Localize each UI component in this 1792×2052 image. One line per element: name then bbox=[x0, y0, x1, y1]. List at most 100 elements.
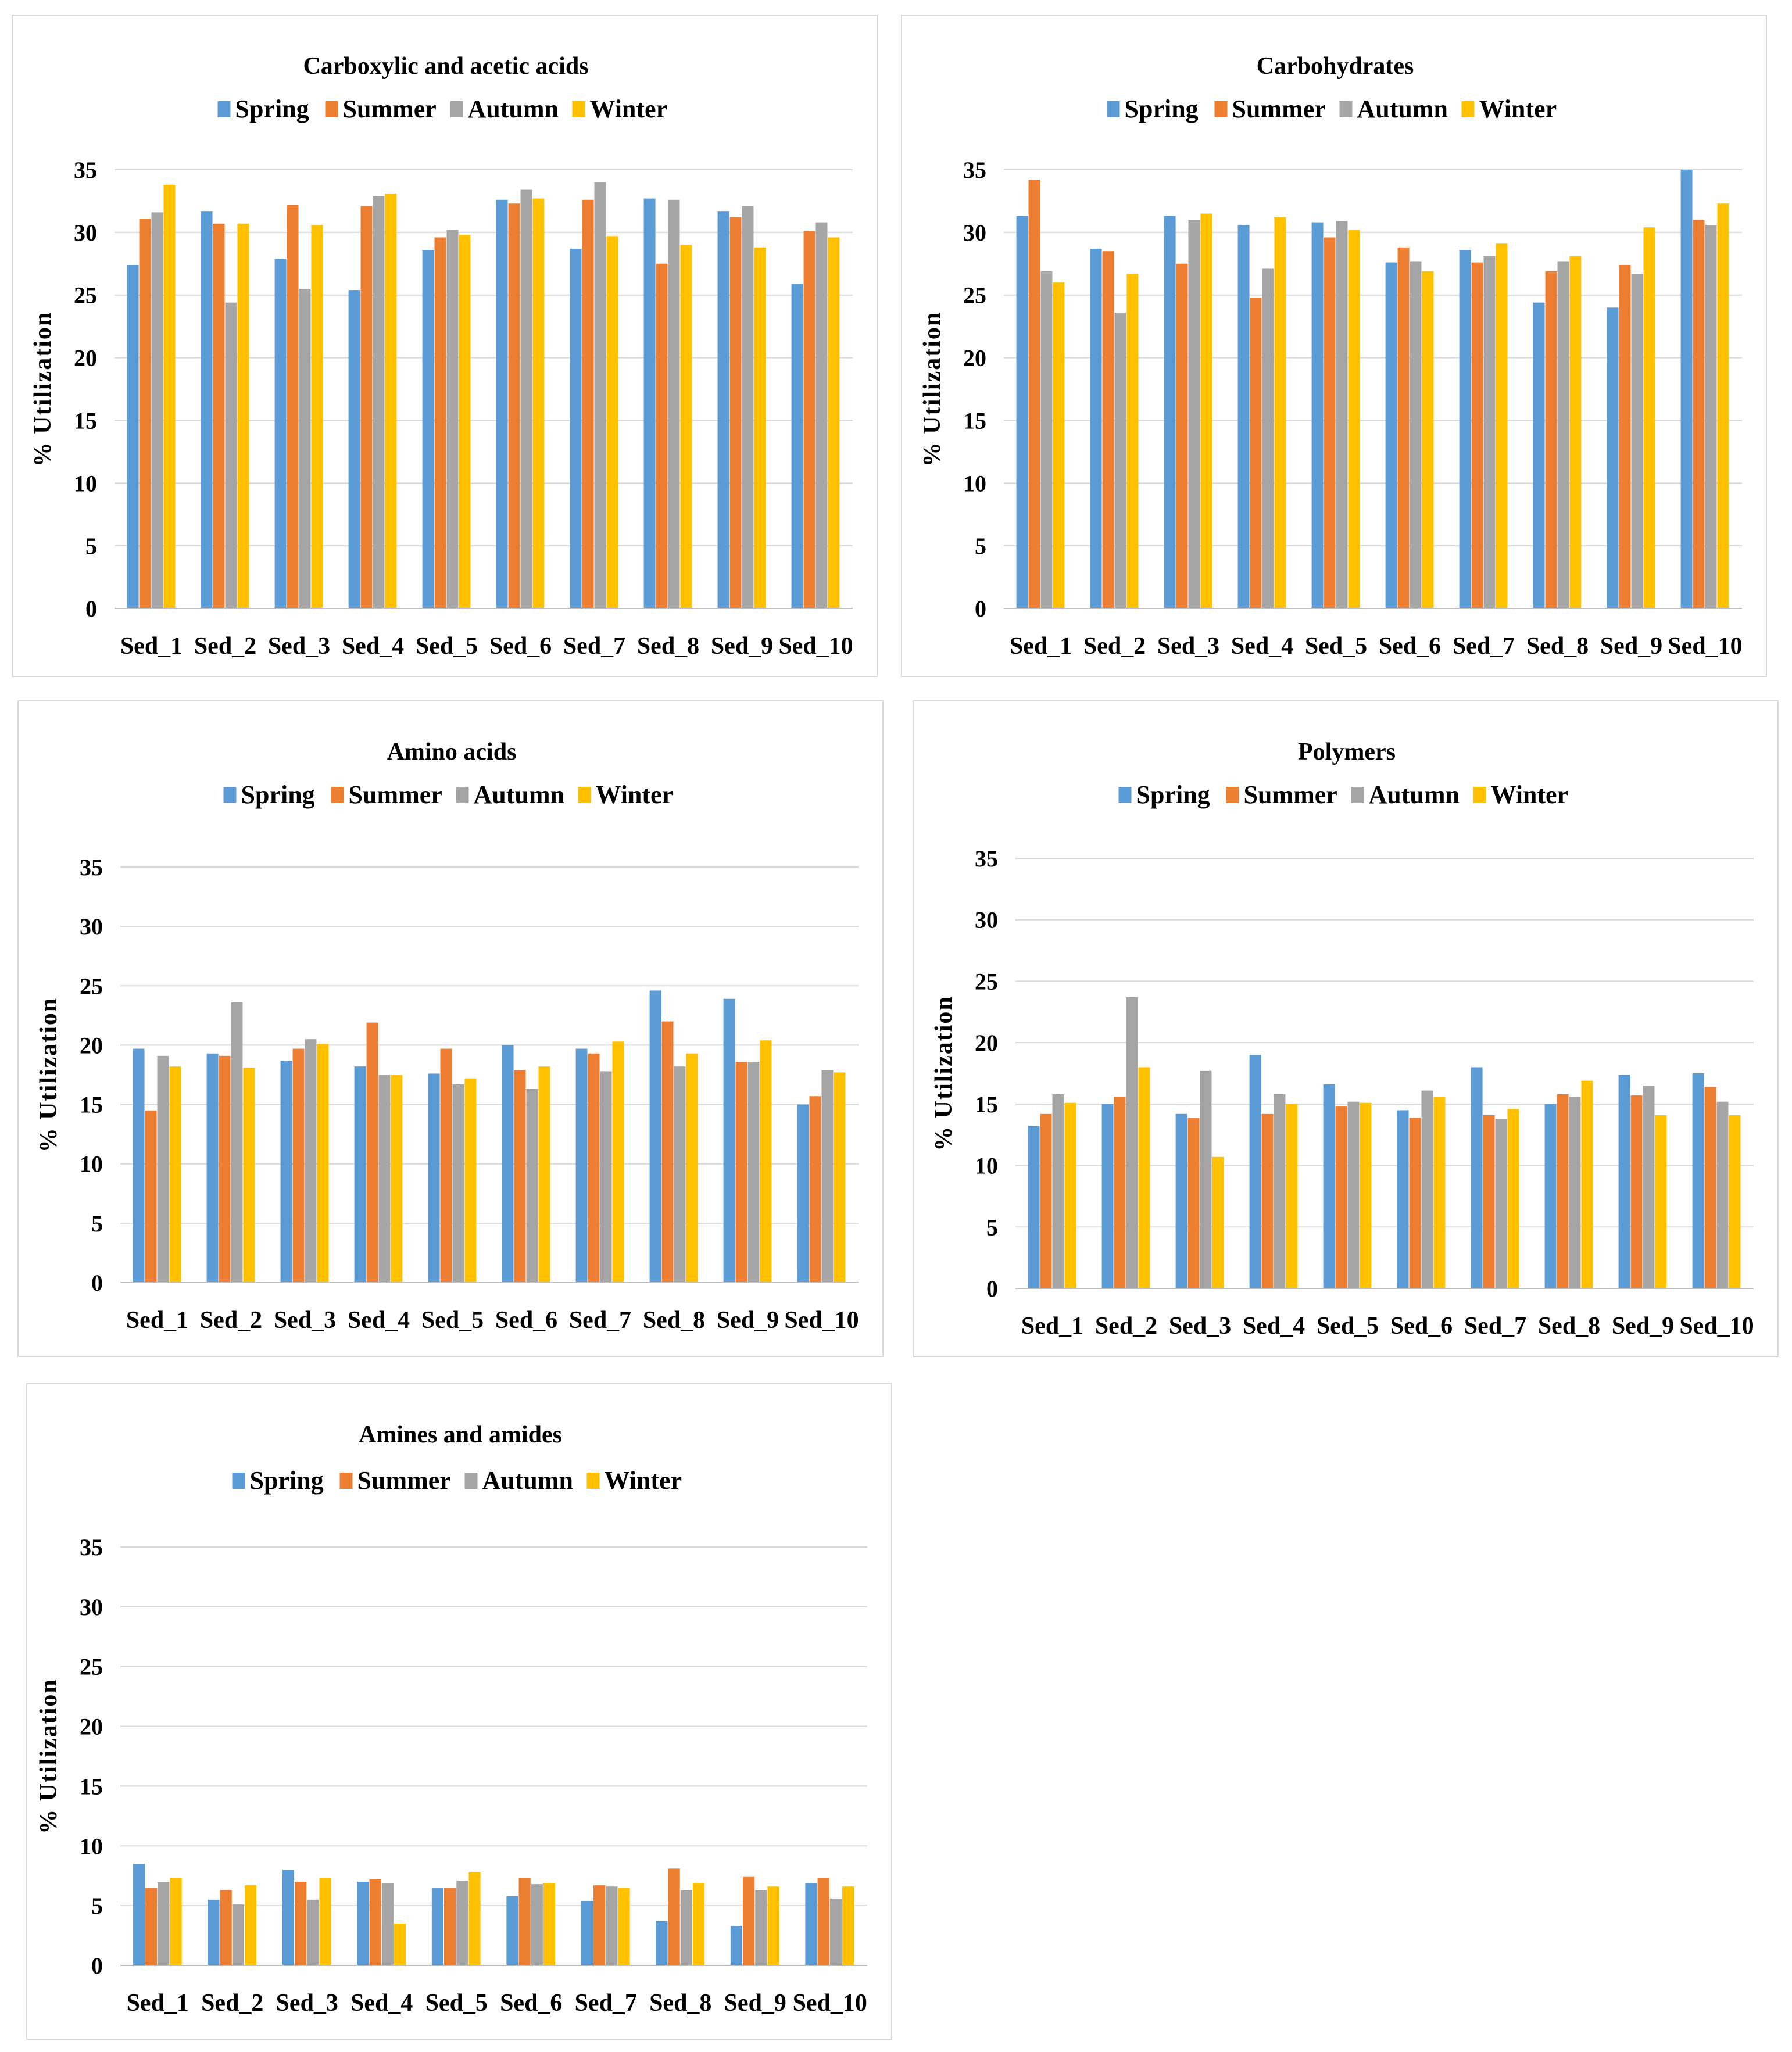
y-tick-label: 0 bbox=[91, 1953, 103, 1979]
bar-sed-6-summer bbox=[514, 1070, 526, 1283]
x-tick-label: Sed_3 bbox=[274, 1307, 336, 1334]
legend-item-summer: Summer bbox=[1226, 780, 1337, 809]
x-tick-label: Sed_7 bbox=[1453, 633, 1515, 660]
bar-sed-10-summer bbox=[809, 1096, 821, 1283]
legend-swatch-autumn bbox=[1339, 101, 1353, 117]
bar-sed-5-summer bbox=[434, 237, 446, 608]
y-tick-label: 35 bbox=[80, 854, 103, 880]
x-tick-label: Sed_8 bbox=[1526, 633, 1589, 660]
bar-sed-2-summer bbox=[220, 1890, 232, 1965]
legend-item-spring: Spring bbox=[223, 780, 315, 809]
bar-sed-3-autumn bbox=[299, 288, 311, 608]
bar-sed-8-autumn bbox=[680, 1890, 692, 1965]
x-tick-label: Sed_9 bbox=[1600, 633, 1662, 660]
bar-sed-7-spring bbox=[1471, 1067, 1483, 1288]
chart-title: Carboxylic and acetic acids bbox=[303, 53, 588, 80]
bar-sed-8-winter bbox=[1569, 256, 1582, 608]
bar-sed-8-autumn bbox=[1557, 261, 1569, 608]
chart-title: Amines and amides bbox=[359, 1421, 562, 1448]
bar-sed-7-summer bbox=[582, 199, 594, 608]
legend-label-summer: Summer bbox=[343, 95, 437, 123]
x-tick-label: Sed_6 bbox=[1379, 633, 1441, 660]
x-tick-label: Sed_10 bbox=[793, 1990, 867, 2017]
legend-label-spring: Spring bbox=[241, 780, 315, 809]
bar-sed-1-spring bbox=[133, 1864, 145, 1965]
x-tick-label: Sed_2 bbox=[194, 633, 256, 660]
legend-swatch-autumn bbox=[464, 1473, 478, 1489]
x-tick-label: Sed_4 bbox=[350, 1990, 413, 2017]
bar-sed-1-spring bbox=[133, 1048, 145, 1283]
x-tick-label: Sed_7 bbox=[575, 1990, 637, 2017]
bar-sed-3-autumn bbox=[1188, 220, 1200, 608]
bar-sed-6-autumn bbox=[526, 1089, 538, 1283]
bar-sed-7-summer bbox=[1483, 1115, 1495, 1288]
legend-item-spring: Spring bbox=[1107, 95, 1199, 123]
bar-sed-10-spring bbox=[1680, 170, 1693, 608]
bar-sed-7-winter bbox=[618, 1888, 630, 1965]
x-tick-label: Sed_4 bbox=[348, 1307, 410, 1334]
bar-sed-6-summer bbox=[1397, 247, 1410, 608]
legend-item-summer: Summer bbox=[339, 1466, 451, 1495]
bar-sed-7-autumn bbox=[1483, 256, 1496, 608]
x-tick-label: Sed_1 bbox=[126, 1307, 188, 1334]
bar-sed-2-spring bbox=[206, 1053, 219, 1283]
bar-sed-1-summer bbox=[145, 1110, 157, 1283]
bar-sed-5-winter bbox=[1360, 1102, 1372, 1288]
x-tick-label: Sed_3 bbox=[268, 633, 330, 660]
bar-sed-10-summer bbox=[817, 1878, 829, 1965]
legend-swatch-autumn bbox=[450, 101, 463, 117]
legend-item-autumn: Autumn bbox=[464, 1466, 573, 1495]
bar-sed-9-autumn bbox=[742, 206, 754, 608]
x-tick-label: Sed_9 bbox=[711, 633, 773, 660]
y-tick-label: 30 bbox=[975, 907, 998, 933]
bar-sed-10-spring bbox=[1692, 1073, 1704, 1288]
bar-sed-3-autumn bbox=[307, 1899, 319, 1965]
bar-sed-6-spring bbox=[496, 199, 508, 608]
legend-swatch-spring bbox=[232, 1473, 245, 1489]
y-tick-label: 0 bbox=[91, 1270, 103, 1296]
y-axis-label: % Utilization bbox=[919, 311, 946, 467]
bar-sed-1-autumn bbox=[151, 212, 163, 608]
y-tick-label: 35 bbox=[975, 846, 998, 872]
x-tick-label: Sed_7 bbox=[1464, 1313, 1526, 1340]
x-tick-label: Sed_3 bbox=[1157, 633, 1219, 660]
y-tick-label: 5 bbox=[85, 533, 97, 559]
bar-sed-10-summer bbox=[803, 231, 815, 608]
bar-sed-6-autumn bbox=[531, 1884, 543, 1965]
bar-sed-10-winter bbox=[842, 1886, 854, 1965]
bar-sed-10-summer bbox=[1693, 220, 1705, 608]
bar-sed-5-winter bbox=[464, 1078, 477, 1283]
bar-sed-1-autumn bbox=[1040, 271, 1053, 608]
bar-sed-10-spring bbox=[797, 1104, 809, 1283]
bar-sed-9-winter bbox=[754, 247, 766, 608]
legend-item-summer: Summer bbox=[1214, 95, 1326, 123]
bar-sed-8-summer bbox=[1557, 1094, 1569, 1288]
bar-sed-3-autumn bbox=[1200, 1070, 1212, 1288]
bar-sed-10-spring bbox=[791, 284, 803, 608]
bar-sed-9-spring bbox=[717, 211, 729, 609]
y-tick-label: 5 bbox=[986, 1214, 998, 1240]
bar-sed-4-spring bbox=[354, 1066, 366, 1283]
chart-panel-amines-amides: Amines and amides Spring Summer Autumn Winte… bbox=[26, 1383, 892, 2040]
y-axis-label: % Utilization bbox=[30, 311, 56, 467]
bar-sed-5-summer bbox=[1335, 1106, 1347, 1288]
bar-sed-5-spring bbox=[1311, 222, 1324, 609]
bar-sed-6-winter bbox=[1422, 271, 1434, 608]
bar-sed-5-autumn bbox=[1347, 1101, 1360, 1288]
y-tick-label: 25 bbox=[975, 968, 998, 994]
bar-sed-8-spring bbox=[656, 1921, 668, 1965]
bar-sed-4-spring bbox=[348, 290, 360, 609]
bar-sed-10-autumn bbox=[1716, 1101, 1729, 1288]
chart-panel-carboxylic-acids: Carboxylic and acetic acids Spring Summer A… bbox=[12, 15, 878, 677]
bar-sed-2-autumn bbox=[232, 1904, 244, 1965]
bars bbox=[133, 1864, 854, 1965]
chart-title: Amino acids bbox=[387, 739, 517, 765]
bar-sed-4-summer bbox=[1250, 298, 1262, 608]
legend-swatch-spring bbox=[217, 101, 231, 117]
bar-sed-8-summer bbox=[668, 1868, 680, 1965]
bar-sed-3-winter bbox=[317, 1044, 329, 1283]
bar-sed-6-spring bbox=[502, 1045, 514, 1283]
bar-sed-10-autumn bbox=[1705, 224, 1717, 608]
legend-swatch-summer bbox=[1214, 101, 1228, 117]
legend-label-winter: Winter bbox=[590, 95, 668, 123]
